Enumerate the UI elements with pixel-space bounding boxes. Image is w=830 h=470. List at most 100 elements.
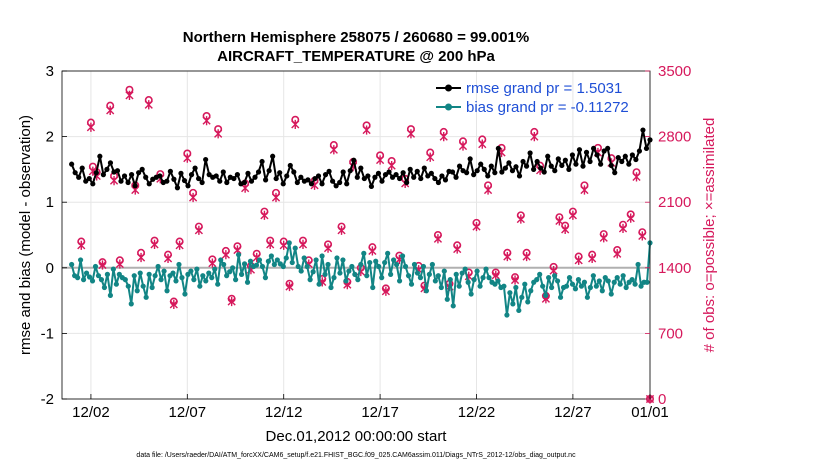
rmse-point <box>125 179 131 186</box>
bias-point <box>382 259 388 266</box>
rmse-point <box>428 170 434 176</box>
rmse-point <box>612 170 618 176</box>
bias-point <box>286 240 292 246</box>
rmse-point <box>365 173 371 179</box>
rmse-point <box>456 163 463 169</box>
obs-assimilated-marker <box>472 221 481 232</box>
rmse-point <box>69 161 75 167</box>
rmse-point <box>319 181 325 187</box>
x-tick-label: 01/01 <box>631 404 669 421</box>
rmse-point <box>439 173 445 179</box>
bias-point <box>581 279 588 285</box>
bias-point <box>244 279 251 285</box>
obs-assimilated-marker <box>194 225 203 235</box>
bias-point <box>86 274 93 280</box>
obs-assimilated-marker <box>368 246 377 256</box>
rmse-point <box>580 163 586 169</box>
bias-point <box>69 261 75 268</box>
bias-point <box>280 263 286 270</box>
bias-point <box>224 273 230 279</box>
obs-assimilated-marker <box>555 216 564 226</box>
obs-assimilated-marker <box>202 116 211 126</box>
rmse-point <box>107 160 114 166</box>
bias-point <box>140 283 146 289</box>
bias-point <box>122 277 128 283</box>
bias-point <box>376 263 382 270</box>
left-axis-label: rmse and bias (model - observation) <box>17 115 34 355</box>
bias-point <box>322 271 328 277</box>
bias-point <box>522 281 528 287</box>
bias-point <box>301 255 307 261</box>
rmse-point <box>167 168 173 174</box>
obs-assimilated-marker <box>483 185 493 195</box>
bias-point <box>352 271 358 277</box>
rmse-point <box>633 156 639 163</box>
obs-assimilated-marker <box>208 258 217 268</box>
bias-point <box>343 278 349 284</box>
rmse-point <box>114 168 121 174</box>
bias-point <box>465 279 471 285</box>
rmse-point <box>245 170 251 176</box>
rmse-point <box>337 179 343 186</box>
rmse-point <box>347 168 353 174</box>
rmse-point <box>174 185 181 191</box>
bias-point <box>367 259 373 266</box>
obs-assimilated-marker <box>291 119 300 130</box>
bias-point <box>361 250 367 256</box>
bias-point <box>182 291 188 297</box>
rmse-point <box>181 177 188 184</box>
rmse-point <box>492 170 498 176</box>
rmse-point <box>626 161 632 167</box>
bias-point <box>256 257 263 263</box>
rmse-point <box>86 175 92 182</box>
bias-point <box>334 255 340 261</box>
bias-point <box>441 268 447 274</box>
rmse-point <box>220 169 226 175</box>
rmse-point <box>97 153 103 159</box>
bias-point <box>608 291 614 297</box>
bias-point <box>143 294 149 300</box>
rmse-point <box>93 170 99 176</box>
bias-point <box>188 268 194 274</box>
bias-point <box>206 270 212 276</box>
bias-point <box>200 273 206 279</box>
bias-point <box>575 277 582 283</box>
obs-assimilated-marker <box>478 139 487 149</box>
obs-assimilated-marker <box>433 234 443 244</box>
bias-point <box>191 277 197 283</box>
rmse-point <box>622 153 628 159</box>
rmse-point <box>308 181 315 187</box>
bias-point <box>632 281 638 287</box>
bias-point <box>510 301 516 307</box>
bias-point <box>310 269 316 275</box>
rmse-point <box>340 169 346 175</box>
rmse-point <box>121 173 128 179</box>
rmse-point <box>520 158 526 165</box>
bias-point <box>194 266 200 272</box>
bias-point <box>176 261 182 268</box>
obs-assimilated-marker <box>491 270 500 280</box>
obs-assimilated-marker <box>522 251 531 262</box>
bias-point <box>572 286 579 292</box>
bias-point <box>426 271 432 277</box>
obs-assimilated-marker <box>406 129 416 139</box>
bias-point <box>203 278 209 284</box>
rmse-point <box>393 172 399 178</box>
bias-point <box>89 278 96 284</box>
rmse-point <box>545 153 551 159</box>
rmse-point <box>118 178 124 184</box>
obs-assimilated-marker <box>241 183 250 193</box>
obs-assimilated-marker <box>271 192 281 203</box>
bias-point <box>447 277 453 283</box>
obs-assimilated-marker <box>626 213 635 223</box>
bias-point <box>179 275 185 281</box>
rmse-point <box>478 161 484 167</box>
rmse-point <box>594 152 600 158</box>
chart-title-line1: Northern Hemisphere 258075 / 260680 = 99… <box>183 29 529 46</box>
rmse-point <box>259 158 265 165</box>
obs-assimilated-marker <box>510 275 520 285</box>
bias-point <box>164 288 170 294</box>
bias-point <box>483 266 489 272</box>
rmse-point <box>527 150 533 156</box>
